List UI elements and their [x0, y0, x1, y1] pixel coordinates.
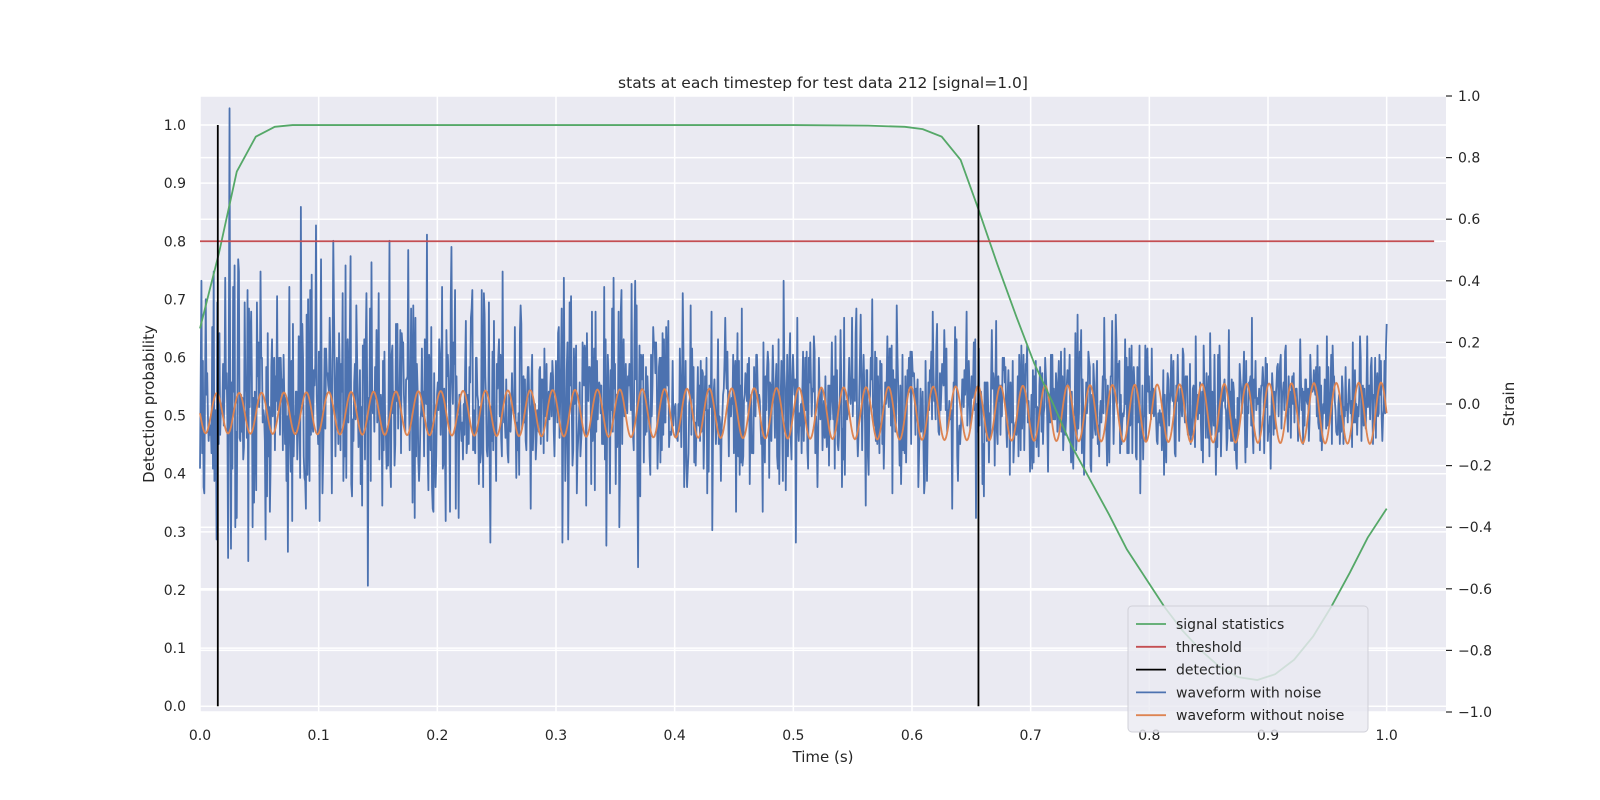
x-axis-label: Time (s)	[792, 748, 854, 766]
legend-label: waveform with noise	[1176, 685, 1321, 701]
waveform-without-noise-line	[199, 381, 1388, 445]
y2-tick-label: 1.0	[1458, 89, 1480, 105]
y-tick-label: 0.7	[164, 292, 186, 308]
x-tick-label: 0.3	[545, 728, 567, 744]
y2-tick-label: −0.2	[1458, 459, 1492, 475]
y-axis-ticks: 0.0 0.1 0.2 0.3 0.4 0.5 0.6 0.7 0.8 0.9 1.0	[164, 118, 186, 715]
y-tick-label: 0.6	[164, 351, 186, 367]
y-tick-label: 0.4	[164, 467, 186, 483]
y2-tick-label: −0.6	[1458, 582, 1492, 598]
x-tick-label: 0.6	[901, 728, 923, 744]
y-tick-label: 0.9	[164, 176, 186, 192]
y2-tick-label: 0.0	[1458, 397, 1480, 413]
x-tick-label: 0.5	[782, 728, 804, 744]
x-tick-label: 0.1	[308, 728, 330, 744]
y-tick-label: 0.3	[164, 525, 186, 541]
y2-tick-label: 0.8	[1458, 151, 1480, 167]
y-tick-label: 0.5	[164, 409, 186, 425]
y2-tick-label: 0.4	[1458, 274, 1480, 290]
legend: signal statistics threshold detection wavef…	[1127, 605, 1369, 733]
x-tick-label: 0.2	[426, 728, 448, 744]
legend-label: waveform without noise	[1176, 708, 1344, 724]
legend-label: threshold	[1176, 640, 1242, 656]
y-tick-label: 0.8	[164, 234, 186, 250]
x-tick-label: 0.7	[1020, 728, 1042, 744]
y2-tick-label: −0.8	[1458, 643, 1492, 659]
y2-tick-label: 0.6	[1458, 212, 1480, 228]
y-tick-label: 0.1	[164, 641, 186, 657]
legend-box	[1127, 605, 1369, 733]
y-tick-label: 0.0	[164, 699, 186, 715]
x-tick-label: 1.0	[1376, 728, 1398, 744]
y2-tick-label: −0.4	[1458, 520, 1492, 536]
y-tick-label: 0.2	[164, 583, 186, 599]
y-axis-label: Detection probability	[140, 325, 158, 483]
y2-tick-label: −1.0	[1458, 705, 1492, 721]
x-tick-label: 0.0	[189, 728, 211, 744]
y2-tick-label: 0.2	[1458, 335, 1480, 351]
legend-label: signal statistics	[1176, 617, 1284, 633]
x-axis-ticks: 0.0 0.1 0.2 0.3 0.4 0.5 0.6 0.7 0.8 0.9 1.0	[189, 728, 1398, 744]
waveform-with-noise-line	[199, 107, 1388, 587]
y2-axis-ticks: −1.0 −0.8 −0.6 −0.4 −0.2 0.0 0.2 0.4 0.6 0.8 1.0	[1446, 89, 1492, 721]
x-tick-label: 0.4	[664, 728, 686, 744]
chart-title: stats at each timestep for test data 212…	[618, 74, 1028, 92]
y-tick-label: 1.0	[164, 118, 186, 134]
y2-axis-label: Strain	[1500, 382, 1518, 426]
legend-label: detection	[1176, 663, 1242, 679]
